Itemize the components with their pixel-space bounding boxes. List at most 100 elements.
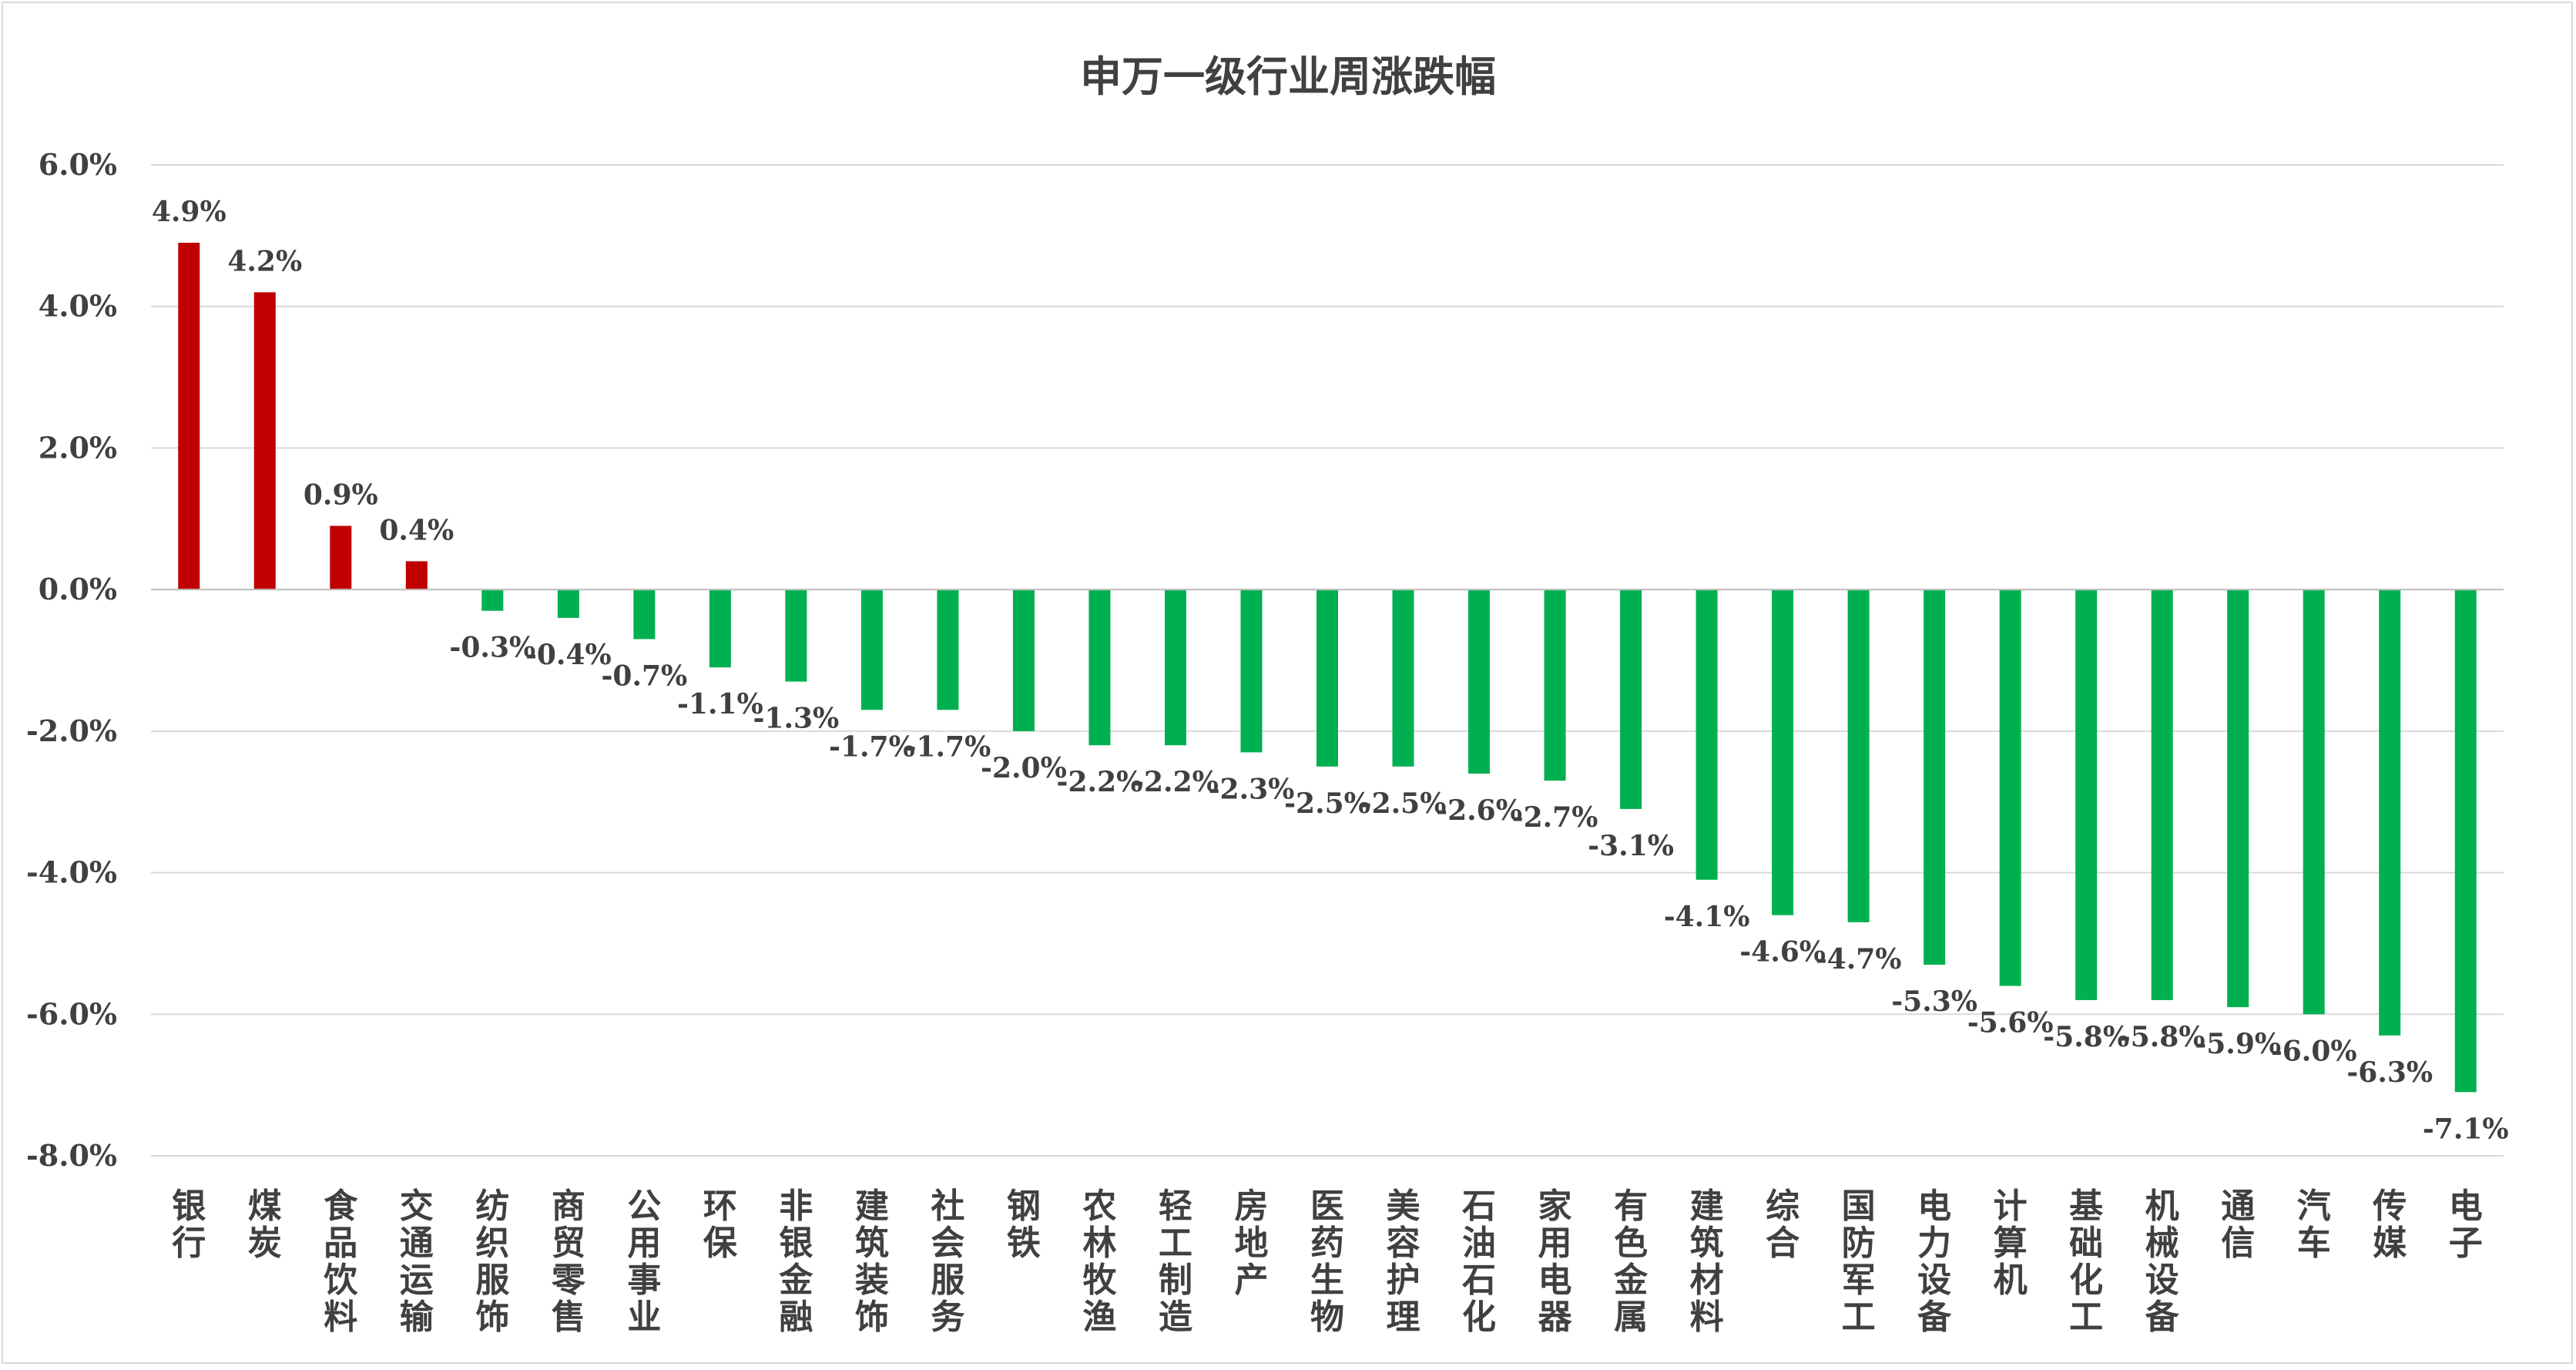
bar [2151,589,2173,1000]
bar [178,243,200,590]
bar [2379,589,2401,1036]
y-axis-tick-labels: 6.0% 4.0% 2.0% 0.0% -2.0% -4.0% -6.0% -8.0% [26,147,117,1173]
x-tick-label: 通信 [2221,1187,2255,1263]
data-label: -5.6% [1967,1007,2054,1039]
data-label: -5.3% [1891,986,1977,1018]
bar [785,589,807,682]
data-label: -2.3% [1209,773,1295,805]
x-tick-label: 机械设备 [2145,1187,2180,1337]
bar [633,589,656,640]
x-tick-label: 交通运输 [400,1187,434,1337]
bar [937,589,959,710]
data-label: -6.3% [2346,1056,2433,1089]
bar [1468,589,1491,774]
data-label: -5.8% [2043,1021,2129,1053]
bar [860,589,883,710]
y-tick-label: 0.0% [39,572,117,606]
data-label: -2.2% [1132,766,1219,798]
data-label: -2.5% [1284,787,1370,820]
data-label: -0.4% [525,639,612,671]
y-tick-label: 2.0% [39,430,117,465]
bar [1012,589,1035,731]
x-tick-label: 美容护理 [1387,1187,1420,1337]
data-label: -6.0% [2271,1035,2357,1067]
bar [1164,589,1186,746]
x-tick-label: 国防军工 [1842,1187,1876,1337]
x-tick-label: 农林牧渔 [1082,1187,1117,1337]
x-tick-label: 环保 [703,1187,738,1263]
x-tick-label: 电力设备 [1917,1187,1952,1337]
x-tick-label: 电子 [2449,1187,2483,1263]
bar [1847,589,1870,922]
bar [1240,589,1263,753]
data-label: -4.1% [1664,901,1750,933]
data-label: -4.6% [1739,936,1826,969]
x-tick-label: 医药生物 [1310,1187,1344,1337]
data-label: -5.9% [2195,1028,2281,1060]
data-label: -1.7% [829,730,915,763]
bar [1620,589,1642,809]
data-label: 0.9% [304,478,378,511]
x-tick-label: 综合 [1766,1187,1800,1263]
y-tick-label: -8.0% [26,1138,117,1173]
bar [1317,589,1338,767]
data-label: -3.1% [1588,830,1674,862]
bar [1544,589,1566,781]
bar [1392,589,1414,767]
data-label: -0.3% [449,632,535,664]
chart-title: 申万一级行业周涨跌幅 [1080,52,1496,101]
data-label: -2.5% [1360,787,1447,820]
data-label: 4.2% [227,245,302,277]
bar [481,589,504,611]
data-label: 0.4% [379,514,454,546]
data-label: -2.2% [1057,766,1143,798]
bar [2303,589,2325,1015]
data-label: -5.8% [2119,1021,2205,1053]
bar [1696,589,1718,880]
bar [1999,589,2021,986]
y-tick-label: -4.0% [26,855,117,890]
x-tick-label: 汽车 [2297,1187,2331,1263]
x-tick-label: 传媒 [2372,1187,2407,1263]
bar [1924,589,1946,965]
x-tick-label: 石油石化 [1462,1187,1496,1337]
x-tick-label: 纺织服饰 [475,1187,509,1337]
y-tick-label: 6.0% [39,147,117,182]
data-label: -4.7% [1816,943,1902,975]
data-label: -7.1% [2423,1113,2509,1145]
data-label: -1.1% [677,688,763,720]
y-tick-label: -2.0% [26,714,117,748]
bar [253,292,276,590]
bar [1088,589,1111,746]
data-label: -2.6% [1436,794,1522,827]
data-label: -0.7% [601,660,687,692]
x-tick-label: 食品饮料 [324,1187,358,1337]
x-tick-label: 家用电器 [1538,1187,1573,1337]
x-tick-label: 商贸零售 [552,1187,586,1337]
bar [1772,589,1794,915]
y-tick-label: 4.0% [39,289,117,324]
bar [405,561,428,590]
x-tick-label: 非银金融 [778,1187,813,1337]
x-tick-label: 银行 [172,1187,206,1263]
x-tick-label: 公用事业 [627,1187,661,1337]
bar [2227,589,2249,1008]
bar [2454,589,2477,1093]
x-tick-label: 基础化工 [2069,1187,2103,1337]
y-tick-label: -6.0% [26,996,117,1031]
x-tick-label: 建筑材料 [1690,1187,1724,1337]
x-tick-label: 建筑装饰 [855,1187,889,1337]
data-label: -2.0% [981,752,1067,784]
x-tick-label: 有色金属 [1613,1187,1649,1337]
x-tick-label: 煤炭 [248,1187,282,1263]
data-label: -1.3% [753,703,839,735]
x-tick-label: 社会服务 [931,1187,964,1337]
data-label: -1.7% [905,730,991,763]
bar [330,526,352,590]
x-tick-label: 计算机 [1994,1187,2028,1300]
x-tick-label: 轻工制造 [1159,1187,1192,1337]
